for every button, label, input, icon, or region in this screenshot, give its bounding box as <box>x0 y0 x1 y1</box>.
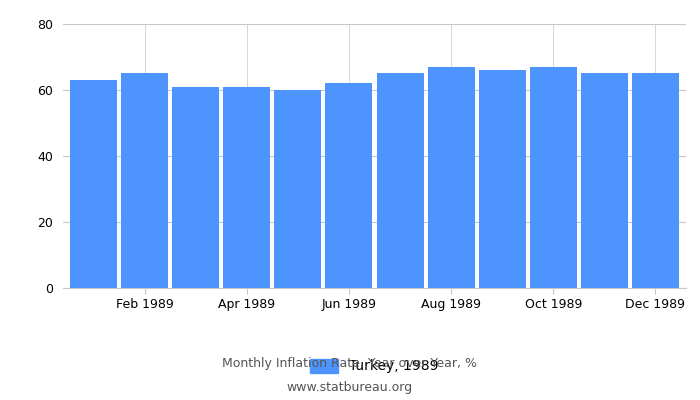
Bar <box>121 74 168 288</box>
Bar <box>326 83 372 288</box>
Bar <box>581 74 628 288</box>
Bar <box>530 67 577 288</box>
Text: www.statbureau.org: www.statbureau.org <box>287 382 413 394</box>
Bar <box>274 90 321 288</box>
Bar <box>377 74 424 288</box>
Text: Monthly Inflation Rate, Year over Year, %: Monthly Inflation Rate, Year over Year, … <box>223 358 477 370</box>
Legend: Turkey, 1989: Turkey, 1989 <box>304 353 444 379</box>
Bar <box>223 87 270 288</box>
Bar <box>70 80 117 288</box>
Bar <box>428 67 475 288</box>
Bar <box>632 74 679 288</box>
Bar <box>172 87 219 288</box>
Bar <box>479 70 526 288</box>
